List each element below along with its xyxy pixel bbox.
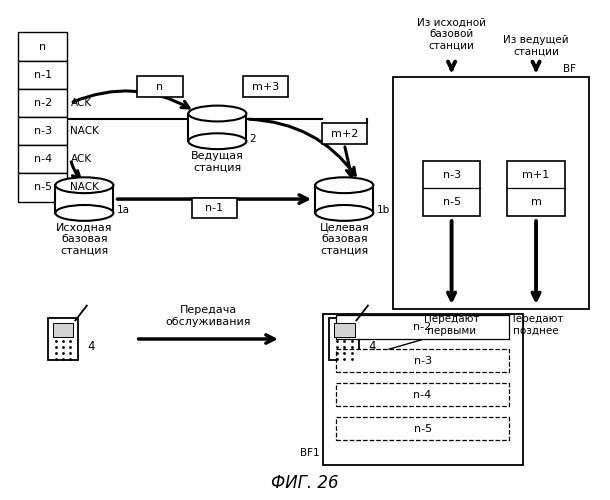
- Bar: [18, 32, 68, 60]
- Bar: [18, 145, 68, 174]
- Text: n-4: n-4: [34, 154, 52, 164]
- Text: Передают
первыми: Передают первыми: [424, 314, 479, 336]
- Text: n-5: n-5: [414, 424, 432, 434]
- Text: Исходная
базовая
станция: Исходная базовая станция: [56, 223, 113, 256]
- Ellipse shape: [56, 205, 113, 221]
- Bar: [243, 76, 289, 97]
- Text: m+1: m+1: [522, 170, 550, 180]
- Bar: [334, 324, 354, 337]
- Ellipse shape: [188, 134, 246, 149]
- Text: n-3: n-3: [34, 126, 52, 136]
- Polygon shape: [56, 185, 113, 213]
- Text: BF: BF: [563, 64, 576, 74]
- Text: Передача
обслуживания: Передача обслуживания: [165, 305, 251, 326]
- Text: ACK: ACK: [71, 154, 92, 164]
- Bar: [329, 318, 359, 360]
- Text: NACK: NACK: [71, 182, 99, 192]
- Bar: [337, 417, 509, 440]
- Text: 4: 4: [368, 340, 376, 353]
- Text: m+3: m+3: [252, 82, 279, 92]
- Text: 1b: 1b: [376, 206, 390, 216]
- Bar: [18, 117, 68, 145]
- Text: n-3: n-3: [414, 356, 432, 366]
- Text: n-3: n-3: [442, 170, 461, 180]
- Text: m+2: m+2: [331, 129, 358, 139]
- Text: Ведущая
станция: Ведущая станция: [191, 151, 244, 172]
- Text: n: n: [39, 42, 46, 51]
- Polygon shape: [188, 114, 246, 141]
- Bar: [18, 174, 68, 202]
- Text: n-5: n-5: [34, 182, 52, 192]
- Text: ACK: ACK: [71, 98, 92, 108]
- Text: n-2: n-2: [414, 322, 432, 332]
- Text: n: n: [156, 82, 163, 92]
- Bar: [192, 198, 237, 218]
- Bar: [321, 124, 367, 144]
- Text: Из ведущей
станции: Из ведущей станции: [503, 35, 569, 56]
- Bar: [508, 162, 565, 216]
- Text: BF1: BF1: [301, 448, 320, 458]
- Text: NACK: NACK: [71, 126, 99, 136]
- Bar: [393, 77, 589, 310]
- Text: m: m: [531, 197, 542, 207]
- Text: 4: 4: [87, 340, 95, 353]
- Text: Передают
позднее: Передают позднее: [508, 314, 564, 336]
- Text: n-1: n-1: [206, 203, 223, 213]
- Text: 1a: 1a: [117, 206, 129, 216]
- Bar: [18, 89, 68, 117]
- Bar: [337, 349, 509, 372]
- Text: n-2: n-2: [34, 98, 52, 108]
- Text: Целевая
базовая
станция: Целевая базовая станция: [320, 223, 369, 256]
- Text: 2: 2: [249, 134, 256, 144]
- Bar: [48, 318, 78, 360]
- Text: Из исходной
базовой
станции: Из исходной базовой станции: [417, 18, 486, 51]
- Bar: [337, 383, 509, 406]
- Ellipse shape: [315, 178, 373, 193]
- Polygon shape: [315, 185, 373, 213]
- Bar: [137, 76, 182, 97]
- Bar: [53, 324, 73, 337]
- Ellipse shape: [315, 205, 373, 221]
- Bar: [323, 314, 523, 465]
- Text: n-5: n-5: [442, 197, 461, 207]
- Ellipse shape: [56, 178, 113, 193]
- Bar: [18, 60, 68, 89]
- Text: n-4: n-4: [414, 390, 432, 400]
- Text: ФИГ. 26: ФИГ. 26: [271, 474, 339, 492]
- Text: n-1: n-1: [34, 70, 52, 80]
- Ellipse shape: [188, 106, 246, 122]
- Bar: [423, 162, 480, 216]
- Bar: [337, 315, 509, 338]
